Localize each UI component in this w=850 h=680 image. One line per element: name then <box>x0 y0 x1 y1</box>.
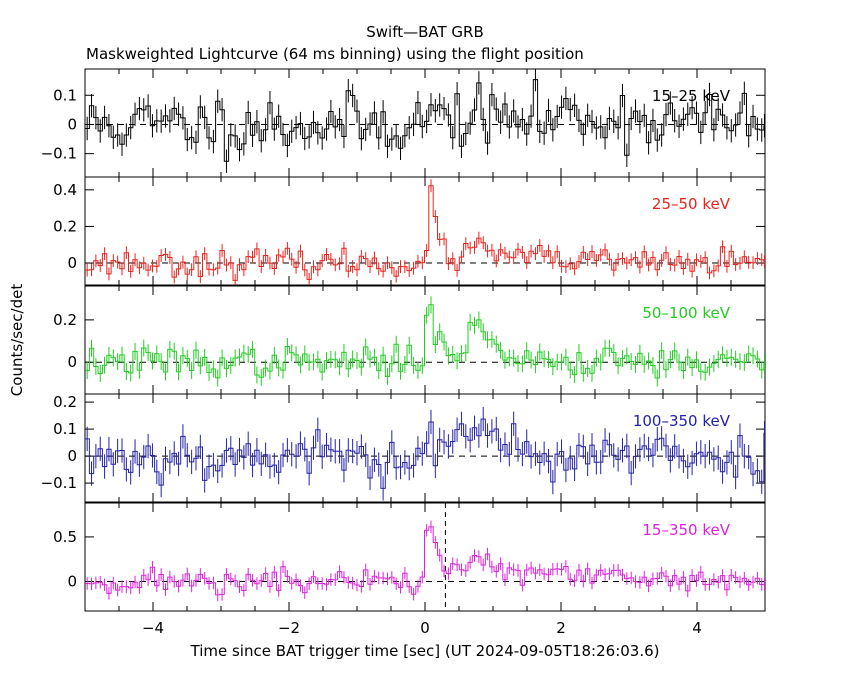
panels-group: −0.1 0 0.1 15–25 keV 0 0.2 0.4 25–50 keV 0 0.2 50–… <box>41 68 766 637</box>
x-tick-label: −4 <box>142 619 164 637</box>
x-tick-label: −2 <box>278 619 300 637</box>
x-tick-label: 2 <box>556 619 566 637</box>
y-tick-label: 0.2 <box>53 393 77 411</box>
series-line <box>85 418 765 489</box>
energy-band-label: 50–100 keV <box>642 304 730 322</box>
chart-title: Swift—BAT GRB <box>366 23 484 41</box>
y-tick-label: 0.2 <box>53 217 77 235</box>
y-tick-label: 0.4 <box>53 181 77 199</box>
series-line <box>85 185 765 281</box>
x-axis-label: Time since BAT trigger time [sec] (UT 20… <box>190 642 660 660</box>
y-axis-label: Counts/sec/det <box>8 284 26 397</box>
y-tick-label: −0.1 <box>41 474 77 492</box>
energy-band-label: 25–50 keV <box>652 195 731 213</box>
panel-1: −0.1 0 0.1 15–25 keV <box>41 68 766 178</box>
y-tick-label: 0 <box>67 447 77 465</box>
x-tick-label: 4 <box>692 619 702 637</box>
x-tick-label: 0 <box>420 619 430 637</box>
series-line <box>85 79 765 162</box>
y-tick-label: 0.1 <box>53 86 77 104</box>
energy-band-label: 100–350 keV <box>633 412 731 430</box>
y-tick-label: 0.1 <box>53 420 77 438</box>
y-tick-label: 0 <box>67 115 77 133</box>
y-tick-label: 0 <box>67 353 77 371</box>
panel-2: 0 0.2 0.4 25–50 keV <box>53 176 766 286</box>
y-tick-label: 0 <box>67 254 77 272</box>
energy-band-label: 15–25 keV <box>652 87 731 105</box>
y-tick-label: 0.2 <box>53 311 77 329</box>
panel-3: 0 0.2 50–100 keV <box>53 285 766 395</box>
energy-band-label: 15–350 keV <box>642 521 730 539</box>
series-line <box>85 526 765 596</box>
panel-5: 0 0.5 15–350 keV <box>53 502 766 612</box>
chart-subtitle: Maskweighted Lightcurve (64 ms binning) … <box>86 45 584 63</box>
y-tick-label: 0.5 <box>53 528 77 546</box>
panel-4: −0.1 0 0.1 0.2 100–350 keV <box>41 393 766 503</box>
series-line <box>85 304 765 379</box>
y-tick-label: 0 <box>67 573 77 591</box>
y-tick-label: −0.1 <box>41 145 77 163</box>
